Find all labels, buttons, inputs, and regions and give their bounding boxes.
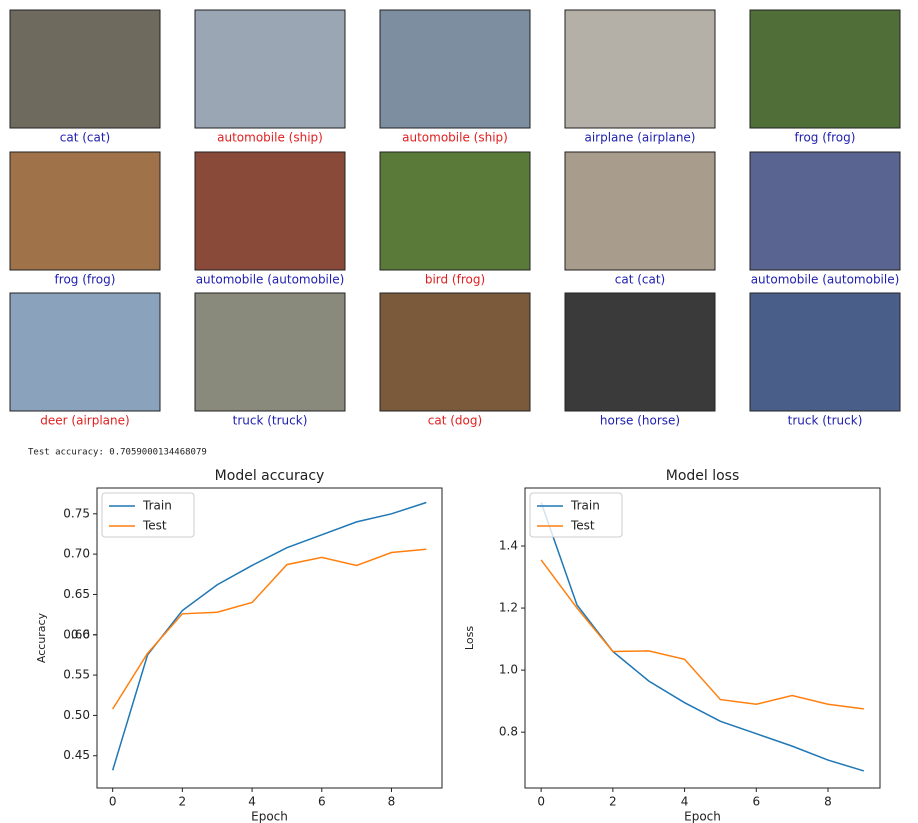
image: [749, 292, 901, 412]
image: [564, 9, 716, 129]
image-label: bird (frog): [425, 273, 485, 287]
image-label: truck (truck): [788, 414, 863, 428]
image-label: frog (frog): [795, 131, 856, 145]
x-axis-label: Epoch: [251, 810, 288, 823]
image-label: truck (truck): [233, 414, 308, 428]
axes-frame: [524, 487, 881, 789]
legend-label: Test: [142, 519, 167, 533]
image: [194, 151, 346, 271]
image-label: cat (cat): [60, 131, 111, 145]
image-label: automobile (automobile): [196, 273, 345, 287]
x-tick-label: 8: [388, 795, 396, 809]
image: [749, 9, 901, 129]
line-series: [111, 501, 427, 771]
image-label: automobile (ship): [217, 131, 323, 145]
image-label: deer (airplane): [40, 414, 129, 428]
image-label: airplane (airplane): [584, 131, 695, 145]
y-tick-label: 0.50: [63, 708, 90, 722]
x-tick-label: 2: [609, 795, 617, 809]
chart-title: Model accuracy: [215, 468, 325, 484]
image-label: frog (frog): [55, 273, 116, 287]
legend-label: Train: [570, 499, 600, 513]
image: [379, 292, 531, 412]
x-tick-label: 8: [824, 795, 832, 809]
image-label: automobile (automobile): [751, 273, 900, 287]
x-tick-label: 0: [109, 795, 117, 809]
y-tick-label: 0.6: [71, 627, 90, 641]
y-tick-label: 1.4: [499, 539, 518, 553]
x-axis-label: Epoch: [684, 810, 721, 823]
x-tick-label: 6: [752, 795, 760, 809]
y-tick-label: 0.60: [63, 627, 90, 641]
y-tick-label: 0.55: [63, 668, 90, 682]
image-label: automobile (ship): [402, 131, 508, 145]
image: [379, 151, 531, 271]
y-tick-label: 0.65: [63, 587, 90, 601]
x-tick-label: 6: [318, 795, 326, 809]
x-tick-label: 4: [681, 795, 689, 809]
y-tick-label: 0.70: [63, 547, 90, 561]
y-axis-label: Accuracy: [35, 612, 48, 663]
y-tick-label: 1.2: [499, 601, 518, 615]
image: [9, 9, 161, 129]
chart-title: Model loss: [666, 468, 740, 484]
image: [194, 292, 346, 412]
image: [379, 9, 531, 129]
x-tick-label: 4: [248, 795, 256, 809]
y-tick-label: 1.0: [499, 663, 518, 677]
image: [194, 9, 346, 129]
y-axis-label: Loss: [463, 626, 476, 650]
y-tick-label: 0.75: [63, 506, 90, 520]
line-series: [112, 548, 427, 710]
line-series: [540, 559, 864, 710]
legend-label: Train: [142, 499, 172, 513]
image: [749, 151, 901, 271]
y-tick-label: 0.8: [499, 725, 518, 739]
image: [9, 292, 161, 412]
axes-frame: [96, 487, 443, 789]
line-series: [540, 502, 865, 772]
image: [564, 151, 716, 271]
output-text: Test accuracy: 0.7059000134468079: [28, 448, 207, 458]
legend-label: Test: [570, 519, 595, 533]
y-tick-label: 0.45: [63, 748, 90, 762]
image: [564, 292, 716, 412]
image-label: cat (dog): [428, 414, 482, 428]
image: [9, 151, 161, 271]
x-tick-label: 2: [179, 795, 187, 809]
image-label: cat (cat): [615, 273, 666, 287]
image-label: horse (horse): [600, 414, 680, 428]
x-tick-label: 0: [537, 795, 545, 809]
